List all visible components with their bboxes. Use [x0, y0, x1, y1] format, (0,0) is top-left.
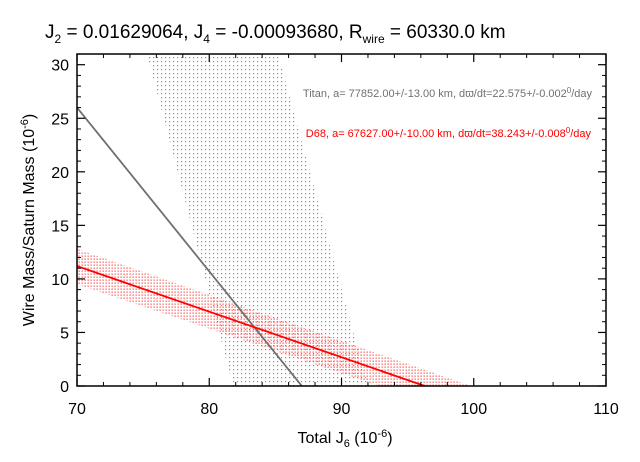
y-axis-label: Wire Mass/Saturn Mass (10-6) — [19, 114, 38, 327]
uncertainty-band-1 — [77, 248, 472, 386]
y-tick-label: 15 — [51, 218, 69, 235]
annotation-titan: Titan, a= 77852.00+/-13.00 km, dϖ/dt=22.… — [303, 86, 593, 100]
y-tick-label: 10 — [51, 272, 69, 289]
x-axis-label: Total J6 (10-6) — [297, 428, 392, 450]
y-tick-label: 5 — [60, 325, 69, 342]
x-tick-label: 100 — [460, 401, 487, 418]
x-tick-label: 70 — [68, 401, 86, 418]
series-line-1 — [77, 265, 426, 386]
x-tick-label: 110 — [593, 401, 619, 418]
series-line-0 — [77, 106, 303, 386]
y-tick-label: 30 — [51, 58, 69, 75]
annotation-d68: D68, a= 67627.00+/-10.00 km, dϖ/dt=38.24… — [306, 126, 592, 140]
y-tick-label: 20 — [51, 165, 69, 182]
x-tick-label: 80 — [200, 401, 218, 418]
uncertainty-band-0 — [77, 54, 368, 386]
y-tick-label: 0 — [60, 379, 69, 396]
y-tick-label: 25 — [51, 111, 69, 128]
x-tick-label: 90 — [333, 401, 351, 418]
chart-title: J2 = 0.01629064, J4 = -0.00093680, Rwire… — [45, 22, 506, 46]
